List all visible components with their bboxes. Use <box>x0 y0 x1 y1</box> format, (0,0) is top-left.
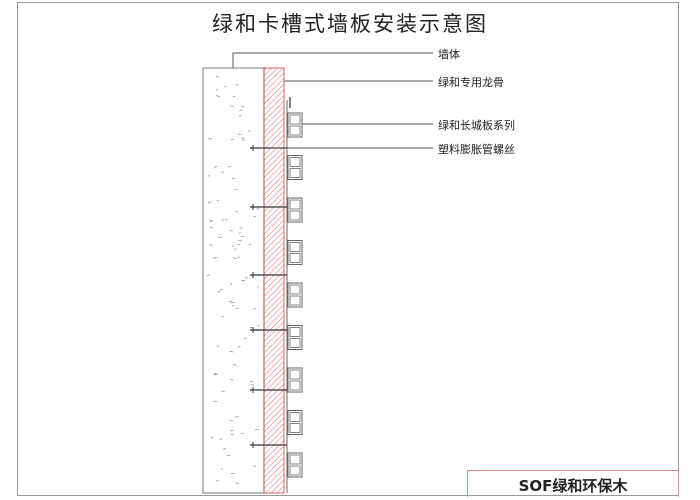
panel-cell <box>289 253 301 263</box>
panel-cell <box>289 210 301 221</box>
panel-cell <box>289 242 301 252</box>
concrete-speck <box>220 390 225 393</box>
panel-cell <box>289 295 301 306</box>
concrete-speck <box>229 283 233 285</box>
panel-cell <box>289 465 301 476</box>
panel-cell <box>289 380 301 391</box>
panel-cell <box>289 284 301 295</box>
panel-profile <box>287 452 303 478</box>
concrete-speck <box>247 129 251 132</box>
concrete-speck <box>241 432 244 435</box>
panel-profiles <box>287 97 303 478</box>
panel-cell <box>289 454 301 465</box>
label-panel: 绿和长城板系列 <box>438 119 515 132</box>
concrete-speck <box>219 438 223 440</box>
concrete-speck <box>251 384 255 386</box>
panel-profile <box>287 410 303 435</box>
concrete-speck <box>238 232 242 234</box>
concrete-speck <box>241 137 245 139</box>
concrete-speck <box>234 189 238 191</box>
concrete-speck <box>253 465 256 467</box>
drawing-frame <box>17 2 679 496</box>
concrete-speck <box>209 219 213 222</box>
panel-profile <box>287 282 303 308</box>
concrete-speck <box>230 379 234 381</box>
caption-box: SOF绿和环保木 <box>467 470 679 497</box>
concrete-speck <box>213 372 218 375</box>
panel-profile <box>287 367 303 393</box>
concrete-speck <box>220 171 225 173</box>
label-screw: 塑料膨胀管螺丝 <box>438 143 515 156</box>
brand-caption: SOF绿和环保木 <box>518 477 628 495</box>
concrete-speck <box>237 346 241 348</box>
concrete-speck <box>253 308 256 310</box>
panel-cell <box>289 199 301 210</box>
wall-body <box>202 67 265 494</box>
concrete-speck <box>213 257 218 259</box>
concrete-speck <box>227 165 231 168</box>
label-keel: 绿和专用龙骨 <box>438 76 504 89</box>
concrete-speck <box>248 243 251 246</box>
panel-cell <box>289 327 301 337</box>
concrete-speck <box>241 105 245 107</box>
concrete-speck <box>215 89 219 91</box>
concrete-speck <box>225 218 228 221</box>
concrete-speck <box>213 166 218 168</box>
screws <box>250 145 287 448</box>
concrete-speck <box>234 416 239 418</box>
concrete-speck <box>237 256 240 259</box>
panel-profile <box>287 240 303 265</box>
label-wall: 墙体 <box>438 48 460 61</box>
concrete-speck <box>234 248 237 250</box>
concrete-speck <box>239 227 243 229</box>
concrete-speck <box>215 480 219 482</box>
concrete-speck <box>249 326 253 329</box>
concrete-speck <box>235 482 239 484</box>
concrete-speck <box>210 436 214 439</box>
concrete-speck <box>216 95 221 97</box>
concrete-speck <box>230 301 235 304</box>
concrete-speck <box>215 75 220 78</box>
panel-cell <box>289 114 301 125</box>
panel-profile <box>287 112 303 138</box>
panel-cell <box>289 412 301 422</box>
concrete-speck <box>206 274 211 277</box>
keel-layer <box>263 67 285 494</box>
panel-profile <box>287 155 303 180</box>
concrete-speck <box>231 245 234 247</box>
concrete-texture <box>206 75 260 484</box>
concrete-speck <box>209 226 213 229</box>
concrete-speck <box>207 201 212 203</box>
concrete-speck <box>229 350 234 353</box>
concrete-speck <box>217 291 221 293</box>
concrete-speck <box>237 243 241 246</box>
leader-wall <box>232 52 433 68</box>
concrete-speck <box>226 454 231 457</box>
panel-cell <box>289 369 301 380</box>
panel-cell <box>289 125 301 136</box>
panel-cell <box>289 338 301 348</box>
concrete-speck <box>235 210 238 213</box>
concrete-speck <box>239 109 243 111</box>
panel-cell <box>289 157 301 167</box>
concrete-speck <box>229 230 234 232</box>
panel-profile <box>287 197 303 223</box>
concrete-speck <box>240 235 245 238</box>
panel-cell <box>289 168 301 178</box>
concrete-speck <box>253 216 256 218</box>
concrete-speck <box>221 219 225 221</box>
panel-profile <box>287 325 303 350</box>
concrete-speck <box>232 364 237 366</box>
concrete-speck <box>232 305 235 307</box>
panel-cell <box>289 423 301 433</box>
diagram-title: 绿和卡槽式墙板安装示意图 <box>212 12 488 36</box>
concrete-speck <box>219 289 223 291</box>
concrete-speck <box>230 429 234 432</box>
